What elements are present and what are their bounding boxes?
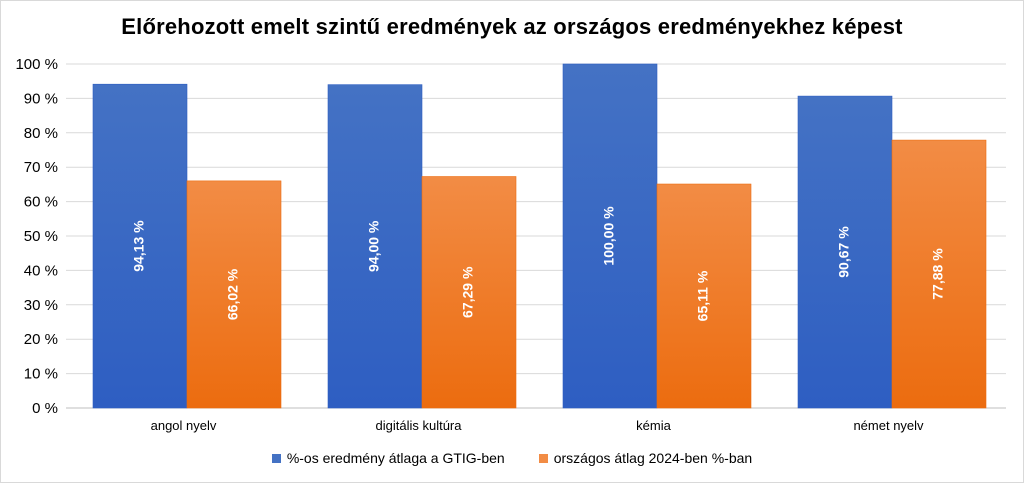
y-tick-label: 70 % [24,159,58,176]
legend-label-gtig: %-os eredmény átlaga a GTIG-ben [286,450,505,466]
category-label: digitális kultúra [376,418,463,433]
y-tick-label: 0 % [32,400,58,417]
y-tick-label: 90 % [24,90,58,107]
data-label-gtig-0: 94,13 % [131,220,147,272]
data-label-national-2: 65,11 % [695,270,711,321]
category-label: kémia [636,418,671,433]
bar-national-2 [656,183,752,409]
data-label-gtig-1: 94,00 % [366,220,382,272]
category-label: német nyelv [853,418,924,433]
y-axis-ticks: 0 % 10 % 20 % 30 % 40 % 50 % 60 % 70 % 80 % 90 % 1… [15,56,58,417]
x-axis-categories: angol nyelv digitális kultúra kémia német n… [151,418,924,433]
bars [92,63,987,409]
bar-gtig-1 [327,84,423,409]
bar-gtig-2 [562,63,658,409]
y-tick-label: 40 % [24,262,58,279]
legend-item-gtig: %-os eredmény átlaga a GTIG-ben [271,450,505,466]
y-tick-label: 100 % [15,56,58,73]
bar-national-1 [421,176,517,409]
bar-gtig-3 [797,95,893,409]
y-tick-label: 80 % [24,125,58,142]
data-labels: 94,13 % 66,02 % 94,00 % 67,29 % 100,00 % 65,1… [131,206,946,321]
bar-national-0 [186,180,282,409]
bar-gtig-0 [92,83,188,409]
data-label-national-0: 66,02 % [225,268,241,320]
y-tick-label: 10 % [24,366,58,383]
legend-item-national: országos átlag 2024-ben %-ban [538,450,753,466]
chart-title: Előrehozott emelt szintű eredmények az o… [121,14,903,39]
legend: %-os eredmény átlaga a GTIG-ben országos… [0,450,1024,466]
y-tick-label: 50 % [24,228,58,245]
bar-national-3 [891,139,987,409]
data-label-national-1: 67,29 % [460,266,476,318]
category-label: angol nyelv [151,418,217,433]
legend-swatch-national [538,453,548,463]
y-tick-label: 60 % [24,194,58,211]
legend-label-national: országos átlag 2024-ben %-ban [553,450,753,466]
data-label-gtig-3: 90,67 % [836,226,852,278]
y-tick-label: 30 % [24,297,58,314]
legend-swatch-gtig [271,453,281,463]
data-label-gtig-2: 100,00 % [601,206,617,266]
y-tick-label: 20 % [24,331,58,348]
data-label-national-3: 77,88 % [930,248,946,300]
